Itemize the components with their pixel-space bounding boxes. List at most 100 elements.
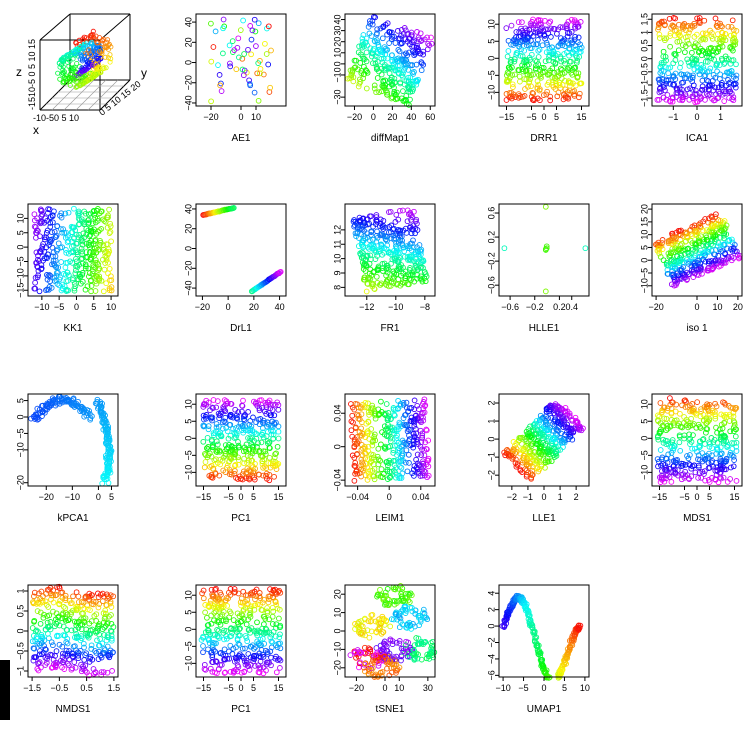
point-57 [242, 52, 247, 57]
y-tick-label-0: −40 [183, 95, 193, 110]
y-tick-label-0: −20 [15, 475, 25, 490]
x-tick-label-1: −5 [526, 112, 536, 122]
point-167 [215, 442, 220, 447]
x-tick-label-2: 0.04 [412, 492, 430, 502]
point-22 [230, 39, 235, 44]
y-tick-label-1: 9 [332, 270, 342, 275]
x-tick-label-1: −0.2 [526, 302, 544, 312]
point-28 [216, 63, 221, 68]
y-tick-label-2: 0.04 [332, 404, 342, 422]
y-tick-label-0: −10 [639, 278, 649, 293]
points [655, 16, 739, 105]
points [345, 15, 434, 108]
point-29 [252, 90, 257, 95]
x-tick-label-1: 0 [226, 302, 231, 312]
y-tick-label-1: −10 [15, 442, 25, 457]
point-105 [678, 61, 683, 66]
y-tick-label-3: 5 [486, 39, 496, 44]
point-92 [202, 465, 207, 470]
point-75 [379, 467, 384, 472]
y-tick-label-4: 5 [15, 230, 25, 235]
point-35 [213, 29, 218, 34]
point-48 [678, 448, 683, 453]
point-347 [101, 289, 106, 294]
points [32, 206, 114, 293]
point-212 [267, 455, 272, 460]
y-tick-label-3: 5 [183, 419, 193, 424]
point-284 [251, 415, 256, 420]
point-319 [690, 50, 695, 55]
y-tick-label-2: 0 [639, 258, 649, 263]
point-12 [59, 260, 64, 265]
point-112 [536, 48, 541, 53]
x-tick-label-0: −20 [195, 302, 210, 312]
point-241 [677, 440, 682, 445]
y-tick-label-4: 10 [639, 230, 649, 240]
point-279 [388, 444, 393, 449]
points [655, 396, 739, 485]
y-tick-label-4: 2 [486, 401, 496, 406]
point-69 [384, 402, 389, 407]
point-2 [249, 52, 254, 57]
point-10 [219, 89, 224, 94]
y-tick-label-1: −5 [639, 450, 649, 460]
point-12 [264, 52, 269, 57]
y-tick-label-3: 5 [639, 419, 649, 424]
y-tick-label-6: 20 [639, 204, 649, 214]
y-tick-label-3: 10 [332, 48, 342, 58]
x-tick-label-4: 15 [576, 112, 586, 122]
x-tick-label-1: −5 [54, 302, 64, 312]
point-349 [540, 43, 545, 48]
point-316 [695, 400, 700, 405]
points [502, 402, 586, 482]
y-tick-label-3: 11 [332, 240, 342, 249]
point-11 [555, 31, 560, 36]
point-101 [658, 401, 663, 406]
point-264 [220, 426, 225, 431]
x-tick-label-1: 0 [371, 112, 376, 122]
x-axis-label: DrL1 [230, 323, 252, 334]
point-124 [102, 219, 107, 224]
y-axis-letter: y [141, 66, 147, 80]
x-tick-label-0: −12 [359, 302, 374, 312]
x-axis-label: DRR1 [530, 133, 558, 144]
point-47 [228, 64, 233, 69]
point-238 [106, 481, 111, 486]
x-axis-label: MDS1 [683, 513, 711, 524]
point-80 [203, 460, 208, 465]
y-tick-label-3: 0 [15, 245, 25, 250]
point-20 [72, 660, 77, 665]
points [201, 206, 283, 294]
point-132 [412, 398, 417, 403]
point-178 [75, 61, 79, 65]
point-56 [250, 28, 255, 33]
point-98 [726, 24, 731, 29]
y-tick-label-3: 0.6 [486, 207, 496, 220]
points [351, 208, 429, 294]
point-100 [76, 594, 81, 599]
point-53 [221, 17, 226, 22]
x-axis-label: HLLE1 [529, 323, 560, 334]
x-tick-label-0: −20 [347, 112, 362, 122]
point-331 [87, 274, 92, 279]
point-329 [107, 207, 112, 212]
x-tick-label-1: −5 [223, 492, 233, 502]
x-tick-label-3: 40 [275, 302, 285, 312]
y-tick-label-4: 10 [486, 19, 496, 29]
